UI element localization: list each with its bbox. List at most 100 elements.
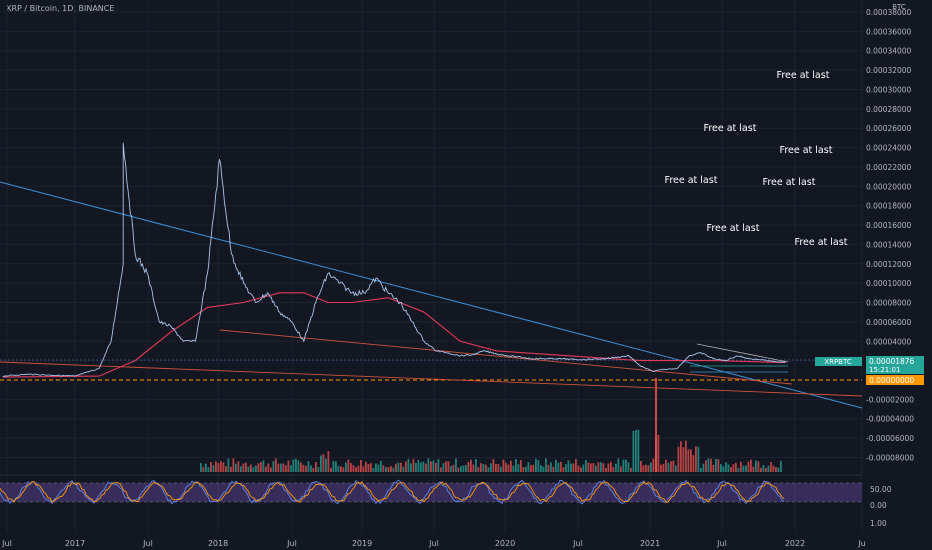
volume-bar bbox=[735, 462, 737, 472]
volume-bar bbox=[730, 467, 732, 472]
volume-bar bbox=[432, 460, 435, 472]
price-tick-label: 0.00012000 bbox=[866, 260, 912, 269]
volume-bar bbox=[610, 461, 612, 472]
price-series bbox=[2, 142, 786, 377]
volume-bar bbox=[342, 467, 345, 472]
volume-bar bbox=[577, 465, 580, 472]
volume-bar bbox=[495, 463, 497, 472]
volume-bar bbox=[465, 464, 467, 472]
annotation-text: Free at last bbox=[763, 177, 816, 188]
volume-bar bbox=[755, 460, 757, 472]
volume-bar bbox=[467, 462, 470, 472]
volume-bar bbox=[687, 449, 690, 472]
volume-bar bbox=[272, 461, 275, 472]
volume-bar bbox=[780, 460, 782, 472]
volume-bar bbox=[447, 461, 450, 472]
volume-bar bbox=[702, 463, 705, 472]
volume-bar bbox=[537, 460, 540, 472]
volume-bar bbox=[292, 459, 295, 472]
volume-bar bbox=[335, 461, 337, 472]
volume-bar bbox=[645, 464, 647, 472]
volume-bar bbox=[450, 465, 452, 472]
volume-bar bbox=[485, 464, 487, 472]
volume-bar bbox=[682, 447, 685, 472]
volume-bar bbox=[407, 458, 410, 472]
volume-bar bbox=[317, 467, 320, 472]
volume-bar bbox=[652, 458, 655, 472]
volume-bar bbox=[572, 463, 575, 472]
volume-bar bbox=[602, 463, 605, 472]
volume-bar bbox=[252, 467, 255, 472]
volume-bar bbox=[225, 466, 227, 472]
price-tick-label: 0.00008000 bbox=[866, 299, 912, 308]
volume-bar bbox=[255, 465, 257, 472]
volume-bar bbox=[647, 465, 650, 472]
volume-bar bbox=[600, 462, 602, 472]
volume-bar bbox=[477, 467, 480, 472]
price-tick-label: -0.00004000 bbox=[866, 415, 914, 424]
volume-bar bbox=[372, 467, 375, 472]
volume-bar bbox=[712, 464, 715, 472]
volume-bar bbox=[402, 466, 405, 472]
volume-bar bbox=[532, 464, 535, 472]
volume-bar bbox=[417, 460, 420, 472]
volume-bar bbox=[347, 459, 350, 472]
volume-bar bbox=[522, 467, 525, 472]
price-tick-label: -0.00002000 bbox=[866, 395, 914, 404]
volume-bar bbox=[627, 462, 630, 472]
volume-bar bbox=[375, 463, 377, 472]
volume-bar bbox=[742, 465, 745, 472]
volume-bar bbox=[312, 467, 315, 472]
volume-bar bbox=[325, 458, 327, 472]
time-tick-label: Jul bbox=[1, 539, 12, 548]
volume-bar bbox=[720, 464, 722, 472]
volume-bar bbox=[540, 465, 542, 472]
volume-bar bbox=[280, 463, 282, 472]
annotation-text: Free at last bbox=[777, 70, 830, 81]
price-tick-label: 0.00020000 bbox=[866, 182, 912, 191]
last-price-bg bbox=[866, 356, 924, 374]
volume-bar bbox=[350, 463, 352, 472]
volume-bar bbox=[212, 465, 215, 472]
volume-bar bbox=[247, 466, 250, 472]
volume-bar bbox=[767, 465, 770, 472]
volume-bar bbox=[590, 463, 592, 472]
volume-bar bbox=[675, 465, 677, 472]
time-tick-label: 2017 bbox=[65, 539, 85, 548]
rsi-tick-label: 1.00 bbox=[870, 519, 887, 528]
volume-bar bbox=[362, 466, 365, 472]
volume-bar bbox=[297, 460, 300, 472]
volume-bar bbox=[200, 463, 202, 472]
volume-bar bbox=[697, 446, 700, 472]
volume-bar bbox=[380, 460, 382, 472]
volume-bar bbox=[552, 466, 555, 472]
volume-bar bbox=[275, 458, 277, 472]
volume-bar bbox=[442, 463, 445, 472]
volume-bar bbox=[507, 464, 510, 472]
support-trendline bbox=[219, 329, 793, 385]
volume-bar bbox=[505, 462, 507, 472]
countdown-label: 15:21:01 bbox=[869, 366, 900, 374]
volume-bar bbox=[517, 464, 520, 472]
rsi-panel bbox=[0, 474, 862, 505]
volume-bar bbox=[320, 455, 322, 472]
volume-bar bbox=[660, 464, 662, 472]
rsi-k-line bbox=[0, 479, 785, 505]
volume-bar bbox=[395, 463, 397, 472]
volume-bar bbox=[305, 465, 307, 472]
price-tick-label: 0.00004000 bbox=[866, 337, 912, 346]
volume-bar bbox=[345, 462, 347, 472]
volume-bar bbox=[752, 466, 755, 472]
volume-bar bbox=[657, 434, 660, 472]
volume-bar bbox=[315, 462, 317, 472]
volume-bar bbox=[520, 459, 522, 472]
volume-bar bbox=[222, 462, 225, 472]
time-tick-label: 2022 bbox=[785, 539, 805, 548]
volume-bar bbox=[525, 466, 527, 472]
volume-bar bbox=[230, 466, 232, 472]
volume-bar bbox=[757, 461, 760, 472]
price-tick-label: 0.00032000 bbox=[866, 66, 912, 75]
volume-bar bbox=[220, 461, 222, 472]
volume-bar bbox=[545, 458, 547, 472]
